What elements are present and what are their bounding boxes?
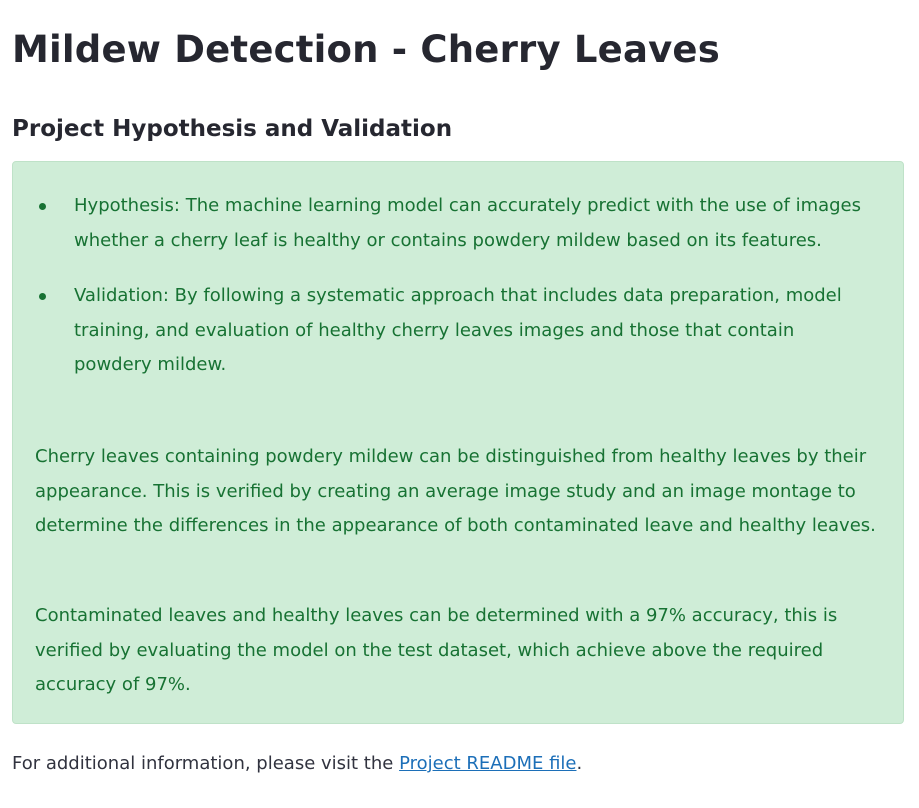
footer-text: For additional information, please visit…	[12, 753, 400, 774]
validation-text: Validation: By following a systematic ap…	[74, 285, 842, 375]
hypothesis-list: Hypothesis: The machine learning model c…	[13, 189, 905, 404]
bullet-icon	[39, 293, 46, 300]
section-subtitle: Project Hypothesis and Validation	[12, 116, 453, 142]
footer-note: For additional information, please visit…	[12, 748, 582, 780]
accuracy-paragraph: Contaminated leaves and healthy leaves c…	[35, 605, 838, 695]
list-item-validation: Validation: By following a systematic ap…	[13, 279, 905, 383]
readme-link[interactable]: Project README file	[399, 753, 577, 774]
page-title: Mildew Detection - Cherry Leaves	[12, 28, 720, 71]
list-item-hypothesis: Hypothesis: The machine learning model c…	[13, 189, 905, 258]
success-callout: Hypothesis: The machine learning model c…	[12, 161, 904, 724]
footer-period: .	[576, 753, 583, 774]
hypothesis-text: Hypothesis: The machine learning model c…	[74, 195, 862, 251]
bullet-icon	[39, 203, 46, 210]
appearance-paragraph: Cherry leaves containing powdery mildew …	[35, 446, 876, 536]
